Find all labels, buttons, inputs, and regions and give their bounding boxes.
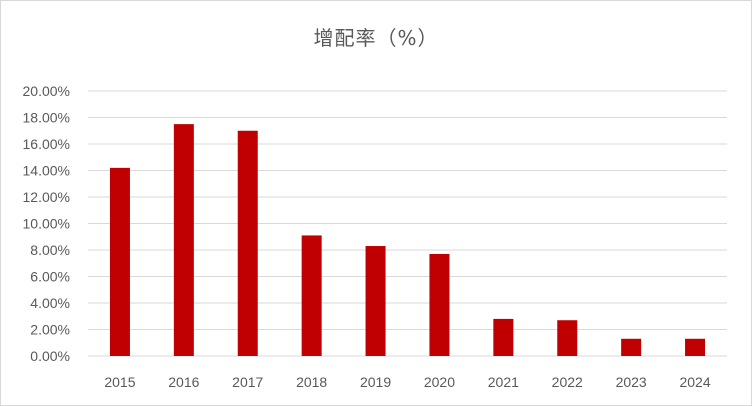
bar: [621, 338, 642, 356]
y-tick-label: 2.00%: [30, 322, 70, 338]
x-tick-label: 2019: [360, 374, 391, 390]
y-tick-label: 8.00%: [30, 242, 70, 258]
x-tick-label: 2022: [552, 374, 583, 390]
bar: [301, 235, 322, 356]
y-tick-label: 10.00%: [23, 216, 70, 232]
y-tick-label: 12.00%: [23, 189, 70, 205]
y-tick-label: 6.00%: [30, 269, 70, 285]
y-tick-label: 18.00%: [23, 110, 70, 126]
x-tick-label: 2017: [232, 374, 263, 390]
x-tick-label: 2015: [104, 374, 135, 390]
y-tick-label: 14.00%: [23, 163, 70, 179]
bar: [365, 246, 386, 356]
x-tick-label: 2023: [616, 374, 647, 390]
x-tick-label: 2024: [679, 374, 710, 390]
bar: [493, 318, 514, 356]
y-tick-label: 16.00%: [23, 136, 70, 152]
y-tick-label: 4.00%: [30, 295, 70, 311]
bar: [237, 130, 258, 356]
y-tick-label: 20.00%: [23, 83, 70, 99]
x-tick-label: 2020: [424, 374, 455, 390]
x-tick-label: 2016: [168, 374, 199, 390]
bar: [557, 320, 578, 356]
bar: [173, 124, 194, 356]
y-tick-label: 0.00%: [30, 348, 70, 364]
bar: [429, 253, 450, 356]
bar: [109, 167, 130, 356]
x-tick-label: 2021: [488, 374, 519, 390]
x-tick-label: 2018: [296, 374, 327, 390]
chart-title: 增配率（%）: [313, 26, 439, 50]
bar: [685, 338, 706, 356]
